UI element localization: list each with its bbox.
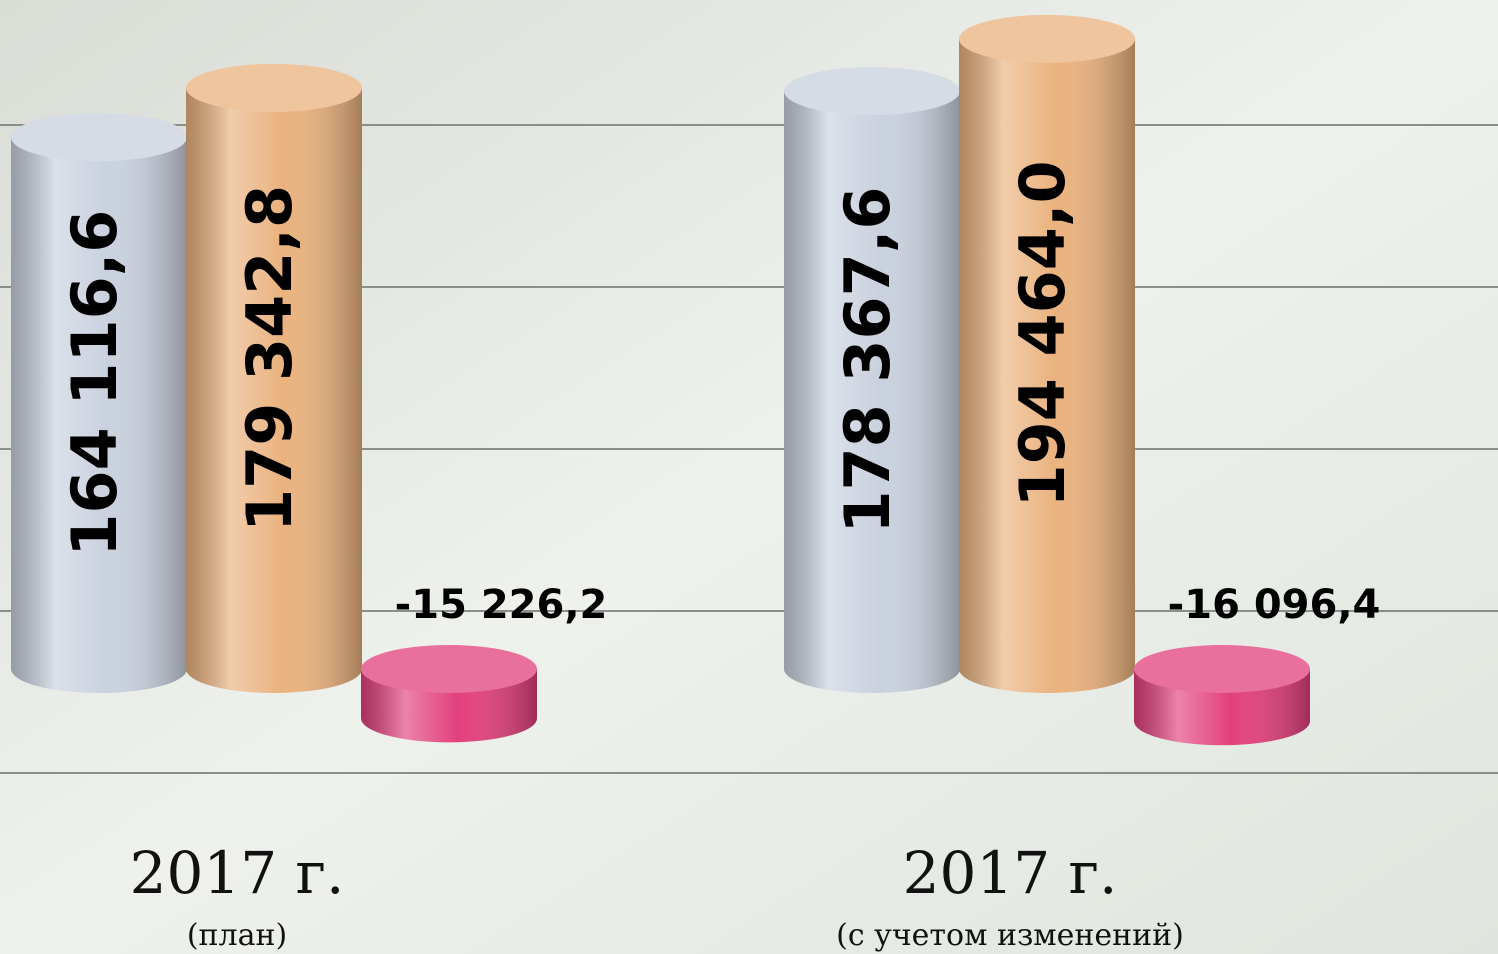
value-label: 178 367,6 — [831, 186, 904, 533]
bar-top-light — [11, 113, 187, 162]
value-label: -15 226,2 — [395, 582, 608, 628]
x-tick-sublabel: (с учетом изменений) — [836, 918, 1184, 953]
x-tick-label: 2017 г. — [903, 839, 1118, 907]
bar-shade — [186, 87, 362, 670]
value-label: -16 096,4 — [1168, 582, 1381, 628]
bar-shade — [959, 38, 1135, 669]
bar-shade — [784, 91, 960, 669]
value-label: 164 116,6 — [58, 210, 131, 557]
bar-top-light — [959, 14, 1135, 63]
value-label: 194 464,0 — [1006, 160, 1079, 507]
bar-top-light — [361, 645, 537, 693]
bar-top — [361, 645, 537, 693]
bar-top — [784, 67, 960, 116]
bar-top — [1134, 645, 1310, 693]
bar-shade — [11, 137, 187, 670]
bar-top — [186, 63, 362, 112]
bar-top-light — [1134, 645, 1310, 693]
x-tick-label: 2017 г. — [130, 839, 345, 907]
bar-top — [11, 113, 187, 162]
value-label: 179 342,8 — [233, 185, 306, 532]
bar-top-light — [186, 63, 362, 112]
bar-top — [959, 14, 1135, 63]
bar-top-light — [784, 67, 960, 116]
x-tick-sublabel: (план) — [187, 918, 287, 953]
